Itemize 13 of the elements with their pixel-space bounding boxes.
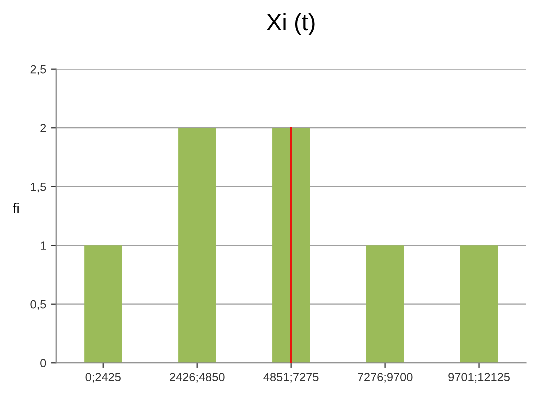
y-tick-label: 2: [40, 124, 46, 132]
x-tick-label: 9701;12125: [448, 373, 510, 383]
x-tick-label: 7276;9700: [358, 373, 413, 383]
y-tick-label: 0: [40, 359, 46, 368]
y-tick-label: 1,5: [31, 183, 46, 193]
y-tick-label: 1: [41, 242, 46, 250]
x-tick-label: 2426;4850: [170, 373, 225, 383]
y-axis-title: fi: [13, 203, 19, 214]
x-tick-label: 4851;7275: [264, 373, 319, 383]
chart-title: Xi (t): [266, 13, 315, 36]
x-tick-label: 0;2425: [86, 373, 121, 383]
y-tick-label: 0,5: [30, 300, 46, 310]
y-tick-label: 2,5: [30, 65, 46, 76]
